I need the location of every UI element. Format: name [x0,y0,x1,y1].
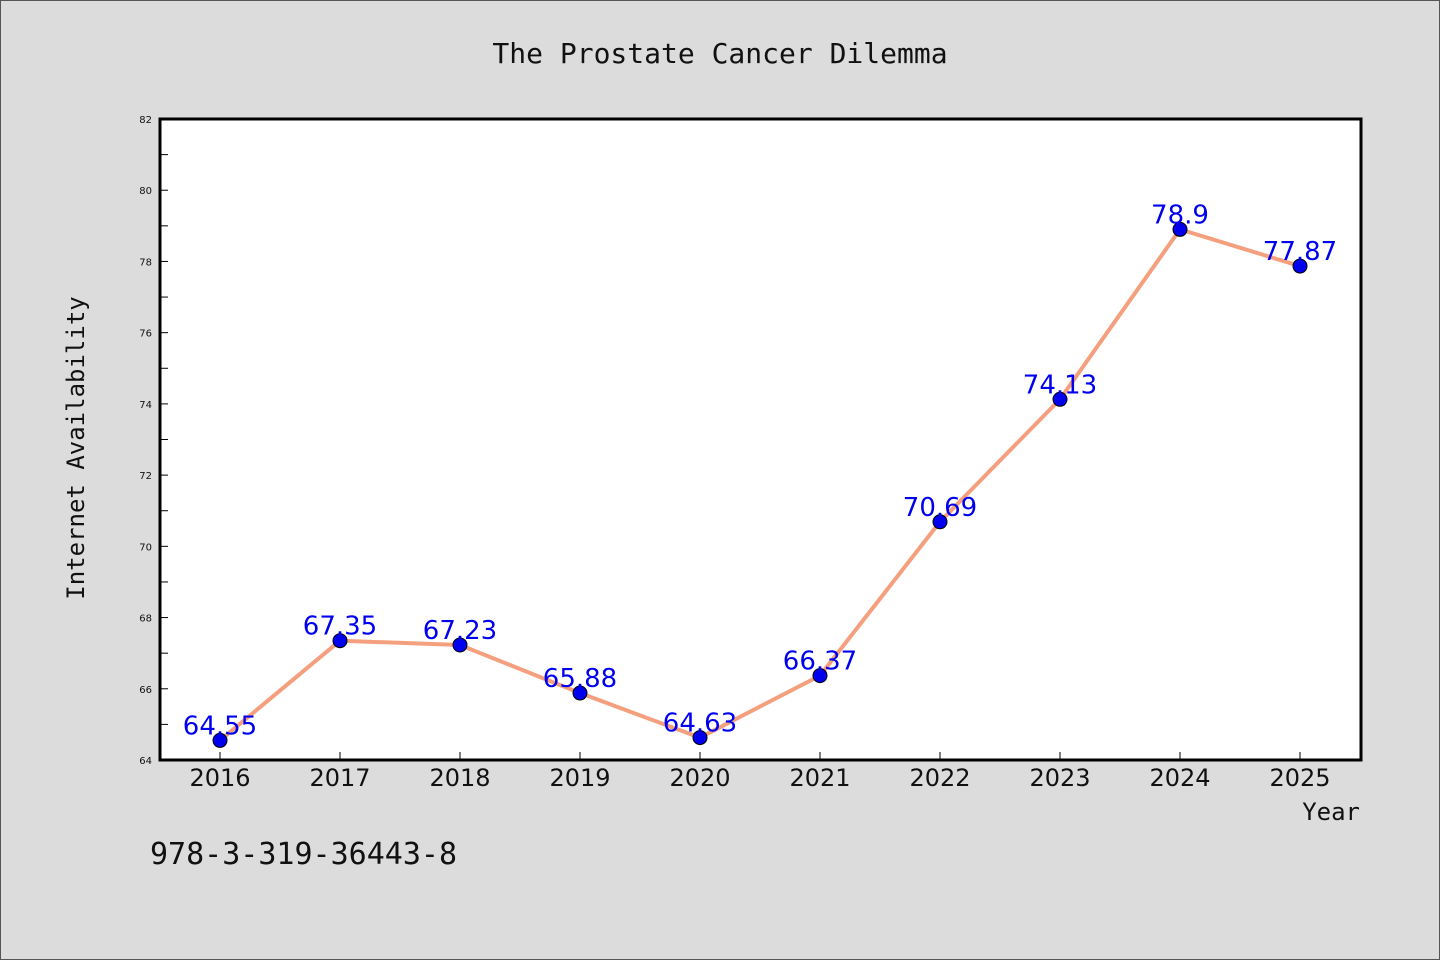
y-tick-label: 74 [139,400,152,411]
x-tick-label: 2016 [189,764,250,792]
x-tick-label: 2018 [429,764,490,792]
y-tick-label: 72 [139,471,152,482]
data-label: 67.35 [303,612,377,642]
data-label: 74.13 [1023,370,1097,400]
x-tick-label: 2019 [549,764,610,792]
y-tick-label: 64 [139,756,152,767]
data-point [812,668,828,684]
y-axis: 64 66 68 70 72 74 76 78 80 82 [139,115,168,767]
data-point [212,732,228,748]
data-point [692,730,708,746]
data-point [1052,391,1068,407]
data-label: 64.55 [183,711,257,741]
data-label: 78.9 [1151,200,1209,230]
data-label: 70.69 [903,493,977,523]
x-tick-label: 2023 [1029,764,1090,792]
y-axis-label: Internet Availability [62,296,90,599]
x-tick-label: 2020 [669,764,730,792]
markers-group [212,221,1308,748]
y-tick-label: 70 [139,542,152,553]
x-axis-label: Year [1302,798,1360,826]
data-label: 77.87 [1263,237,1337,267]
data-label: 65.88 [543,664,617,694]
data-label: 66.37 [783,647,857,677]
plot-area [158,117,1363,762]
x-tick-label: 2022 [909,764,970,792]
data-label: 67.23 [423,616,497,646]
data-point [1292,258,1308,274]
x-tick-label: 2021 [789,764,850,792]
y-tick-label: 82 [139,115,152,126]
y-tick-label: 68 [139,614,152,625]
series-line [218,227,1302,743]
x-tick-label: 2024 [1149,764,1210,792]
y-tick-label: 76 [139,329,152,340]
x-tick-label: 2025 [1269,764,1330,792]
data-labels-group: 64.55 67.35 67.23 65.88 64.63 66.37 70.69 74.13… [183,200,1337,741]
data-point [572,685,588,701]
y-tick-label: 66 [139,685,152,696]
data-label: 64.63 [663,709,737,739]
footer-isbn: 978-3-319-36443-8 [150,837,457,872]
data-point [1172,221,1188,237]
x-axis: 2016 2017 2018 2019 2020 2021 2022 2023 2024 2025 [189,752,1331,792]
series-line-group [218,227,1302,743]
x-tick-label: 2017 [309,764,370,792]
y-tick-label: 80 [139,186,152,197]
y-tick-label: 78 [139,257,152,268]
data-point [452,637,468,653]
data-point [332,633,348,649]
data-point [932,514,948,530]
chart-title: The Prostate Cancer Dilemma [492,37,947,70]
